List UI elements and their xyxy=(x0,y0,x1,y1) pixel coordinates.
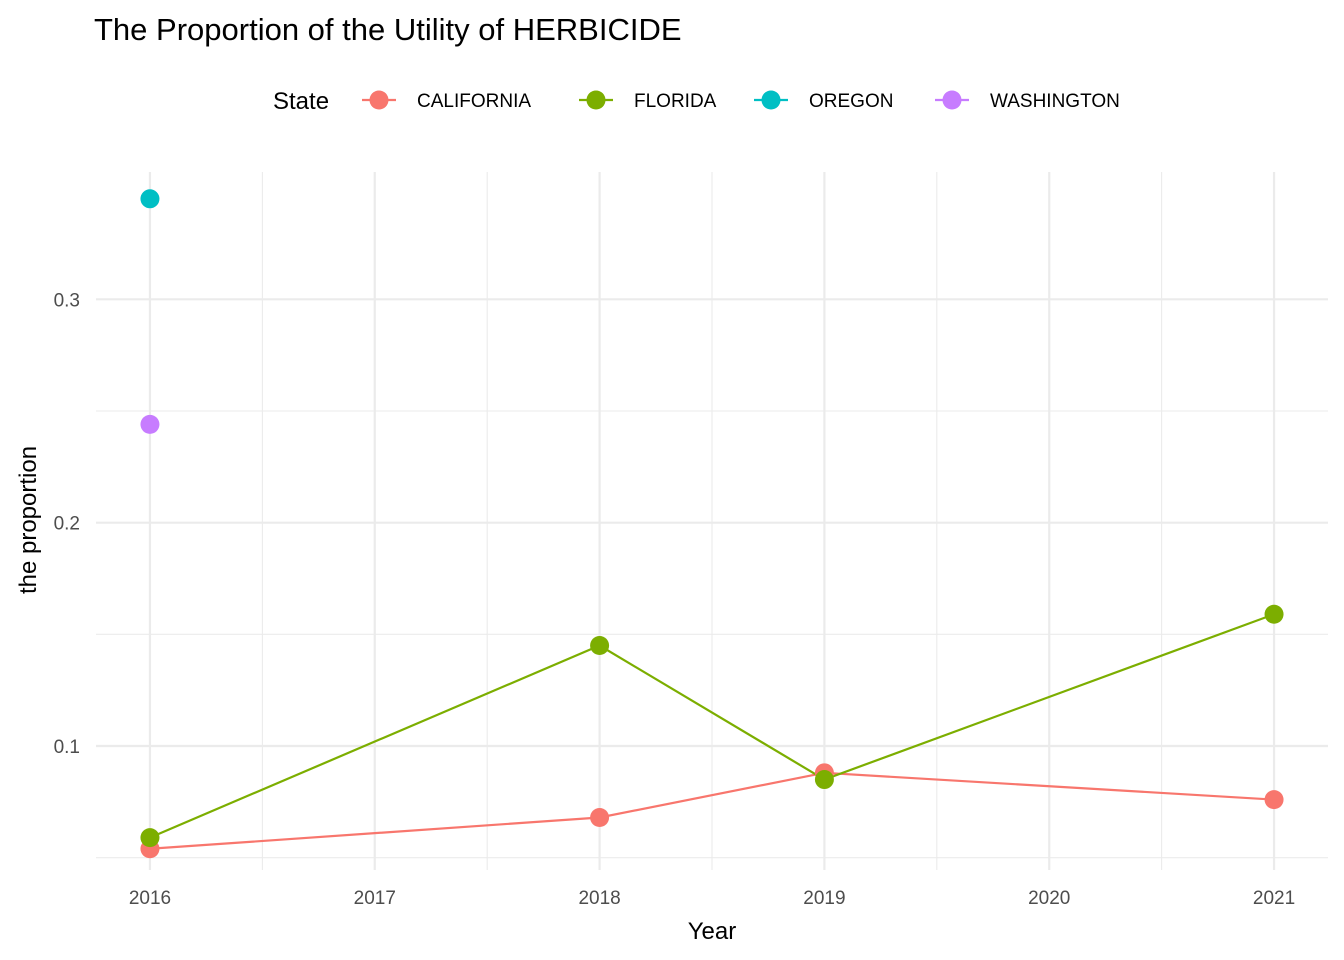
data-point-california xyxy=(1264,790,1284,810)
x-tick-label: 2019 xyxy=(803,888,845,909)
series-lines xyxy=(149,613,1275,850)
x-tick-label: 2021 xyxy=(1253,888,1295,909)
legend-key-point xyxy=(942,90,962,110)
data-point-california xyxy=(590,808,610,828)
series-points xyxy=(140,189,1284,859)
x-axis-title: Year xyxy=(688,918,737,945)
legend-key-point xyxy=(586,90,606,110)
data-point-oregon xyxy=(140,189,160,209)
data-point-florida xyxy=(140,828,160,848)
legend-item-oregon: OREGON xyxy=(754,90,893,112)
x-tick-label: 2017 xyxy=(354,888,396,909)
data-point-florida xyxy=(590,636,610,656)
legend-key-point xyxy=(761,90,781,110)
x-axis-ticks: 2016 2017 2018 2019 2020 2021 xyxy=(129,888,1295,909)
y-tick-label: 0.2 xyxy=(54,514,80,535)
legend-label-california: CALIFORNIA xyxy=(417,91,531,112)
legend-item-florida: FLORIDA xyxy=(579,90,717,112)
legend-title: State xyxy=(273,88,329,115)
x-tick-label: 2020 xyxy=(1028,888,1070,909)
legend-item-washington: WASHINGTON xyxy=(935,90,1120,112)
data-point-florida xyxy=(1264,604,1284,624)
legend-label-florida: FLORIDA xyxy=(634,91,717,112)
grid xyxy=(96,172,1328,870)
legend-item-california: CALIFORNIA xyxy=(362,90,531,112)
legend: State CALIFORNIA FLORIDA OREGON WASHINGTON xyxy=(273,88,1120,115)
legend-label-oregon: OREGON xyxy=(809,91,893,112)
data-point-washington xyxy=(140,414,160,434)
x-tick-label: 2016 xyxy=(129,888,171,909)
data-point-florida xyxy=(814,770,834,790)
x-tick-label: 2018 xyxy=(578,888,620,909)
y-axis-ticks: 0.1 0.2 0.3 xyxy=(54,290,80,758)
y-tick-label: 0.1 xyxy=(54,737,80,758)
legend-key-point xyxy=(369,90,389,110)
legend-label-washington: WASHINGTON xyxy=(990,91,1120,112)
series-line-california xyxy=(149,771,1275,850)
y-tick-label: 0.3 xyxy=(54,290,80,311)
series-line-florida xyxy=(149,613,1275,839)
y-axis-title: the proportion xyxy=(15,446,42,594)
chart-title: The Proportion of the Utility of HERBICI… xyxy=(94,12,682,47)
